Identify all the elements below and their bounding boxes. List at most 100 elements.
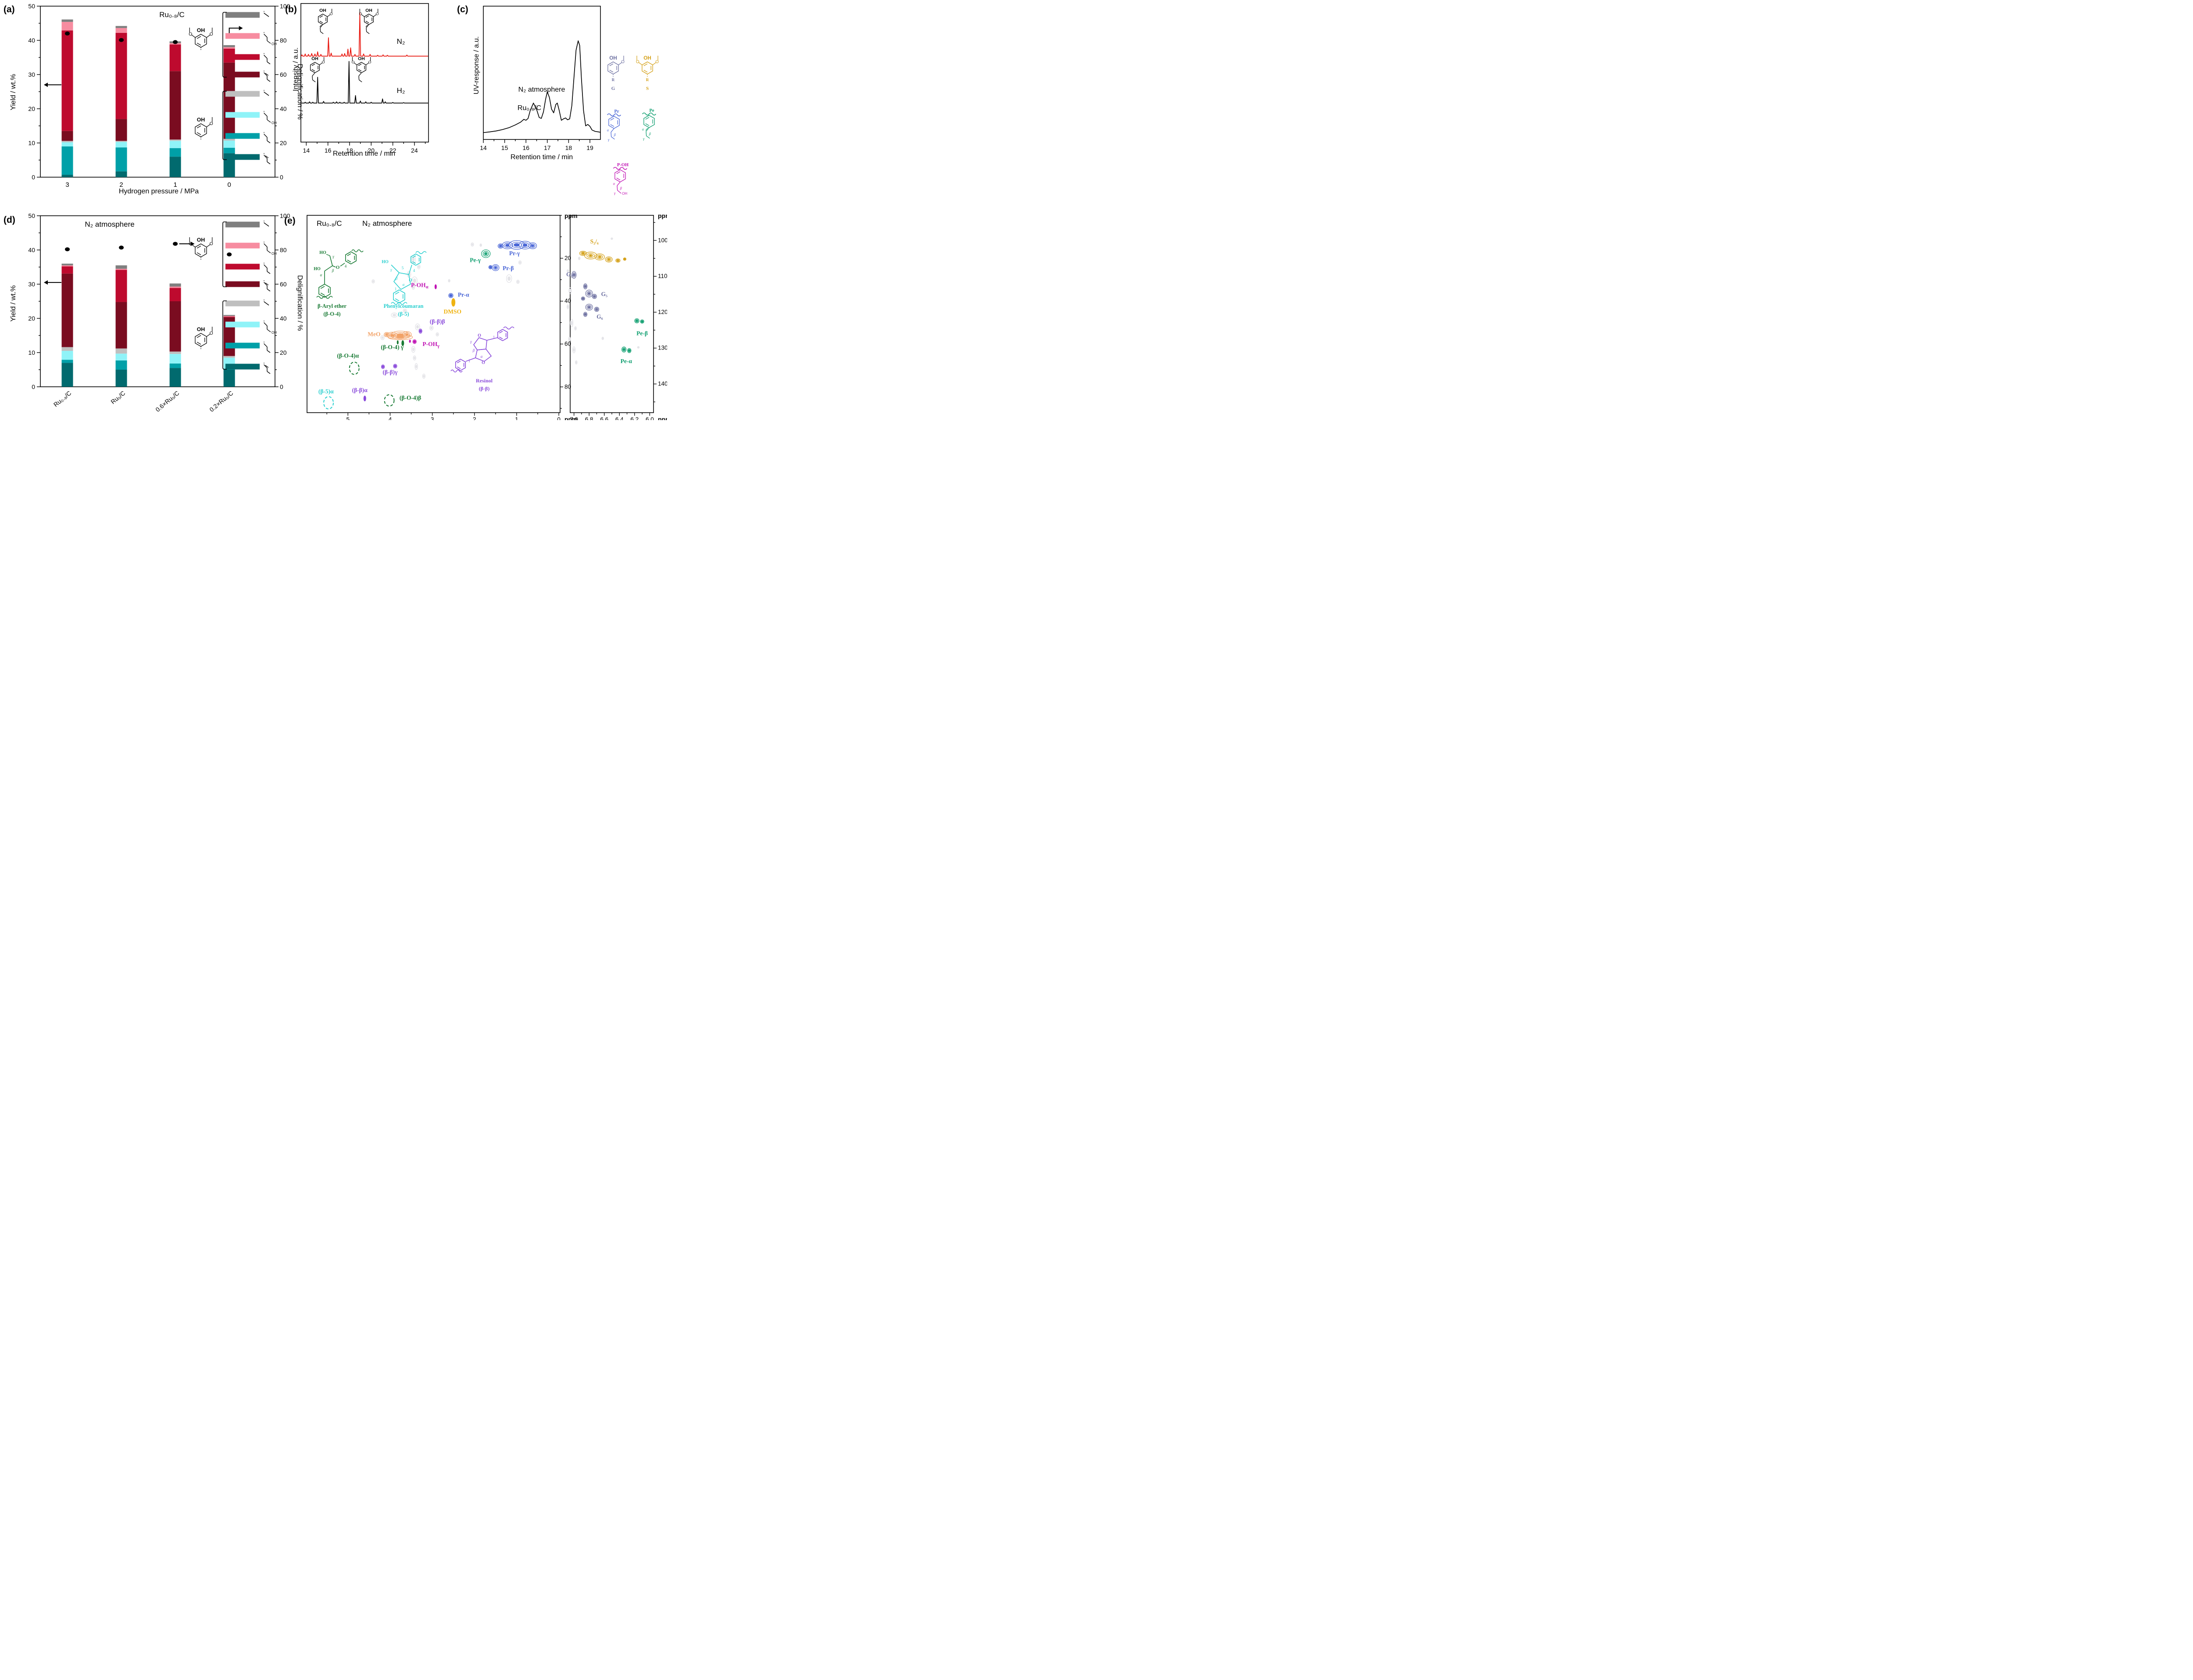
svg-text:O: O <box>376 11 379 16</box>
svg-text:20: 20 <box>280 139 287 146</box>
svg-text:β: β <box>649 132 651 136</box>
svg-text:100: 100 <box>658 237 667 243</box>
svg-text:18: 18 <box>346 147 353 154</box>
side-structure-Pe: Pe α βγ <box>642 108 657 141</box>
svg-text:2: 2 <box>473 416 476 420</box>
bar-segment-G-propenyl <box>115 370 127 387</box>
svg-text:Pe-γ: Pe-γ <box>470 257 481 264</box>
svg-text:100: 100 <box>280 3 290 10</box>
delignification-dot <box>119 38 124 42</box>
bar-segment-G-propanol <box>61 351 73 360</box>
bar-segment-S-propanol <box>223 316 235 317</box>
peak-G₅ <box>581 283 597 301</box>
svg-text:1: 1 <box>515 416 518 420</box>
svg-text:Resinol: Resinol <box>476 378 493 384</box>
svg-text:(β-β): (β-β) <box>479 385 490 392</box>
delignification-dot <box>173 40 178 44</box>
svg-text:6.6: 6.6 <box>600 416 608 420</box>
bar-segment-S-methyl <box>115 26 127 28</box>
svg-text:O: O <box>478 333 481 338</box>
svg-text:19: 19 <box>586 144 593 151</box>
delignification-dots <box>65 26 243 44</box>
svg-text:0: 0 <box>32 174 35 181</box>
svg-text:DMSO: DMSO <box>444 308 462 315</box>
bar-segment-S-propyl <box>61 30 73 131</box>
svg-text:10: 10 <box>28 349 35 356</box>
bar-segment-G-propyl <box>115 147 127 171</box>
svg-text:30: 30 <box>28 71 35 78</box>
bar-segment-S-propanol <box>223 47 235 49</box>
delignification-dot <box>173 242 178 246</box>
svg-text:18: 18 <box>565 144 572 151</box>
bar-segment-G-methyl <box>169 351 181 354</box>
molecule-propyl-guaiacol: OH O <box>310 57 325 82</box>
axes: 14 15 16 17 18 19 <box>480 139 593 151</box>
bar-segment-G-propenyl <box>61 175 73 177</box>
bar-segment-S-methyl <box>223 315 235 316</box>
bar-segment-S-propanol <box>169 286 181 288</box>
svg-text:80: 80 <box>280 246 287 253</box>
legend-molecule-syringol: OH O O <box>189 27 213 50</box>
svg-text:0.2×Ru₅/C: 0.2×Ru₅/C <box>208 389 234 413</box>
legend-swatch-S-methyl <box>225 12 260 18</box>
bar-segment-S-propanol <box>115 268 127 270</box>
svg-text:60: 60 <box>280 71 287 78</box>
svg-text:Pr: Pr <box>614 109 619 114</box>
svg-text:1: 1 <box>395 287 397 291</box>
svg-text:2: 2 <box>119 181 123 189</box>
svg-text:OH: OH <box>197 326 205 332</box>
trace-h2 <box>301 61 428 103</box>
svg-text:60: 60 <box>280 281 287 288</box>
panel-e-letter: (e) <box>284 216 296 226</box>
legend-swatch-S-propyl <box>225 54 260 60</box>
svg-text:4: 4 <box>413 268 415 273</box>
svg-text:MeO: MeO <box>368 331 380 337</box>
svg-text:O: O <box>655 60 659 64</box>
bar-segment-G-propenyl <box>169 368 181 387</box>
svg-text:6.2: 6.2 <box>630 416 639 420</box>
svg-text:ppm: ppm <box>658 212 667 219</box>
legend-swatch-S-propenyl <box>225 71 260 78</box>
svg-text:α: α <box>607 128 609 132</box>
panel-a-xlabel: Hydrogen pressure / MPa <box>118 188 199 195</box>
svg-text:α: α <box>320 273 322 277</box>
bar-segment-G-propanol <box>169 141 181 148</box>
structure-resinol: O Oγβ α 1 1 Resinol(β-β) <box>450 326 514 392</box>
svg-text:β: β <box>332 268 334 273</box>
svg-text:α: α <box>481 354 483 359</box>
bar-segment-G-methyl <box>61 347 73 351</box>
figure-root: (a) Ru₀.₈/C Yield / wt.% Delignification… <box>0 0 667 420</box>
svg-text:5: 5 <box>402 266 404 270</box>
bar-segment-G-methyl <box>61 141 73 143</box>
bar-0.6×Ru₅/C <box>169 283 181 387</box>
panel-d-plot: 0 10 20 30 40 50 0 20 40 60 80 100 Ru₀.₈/C Ru₅/C 0.6×R… <box>28 212 290 413</box>
svg-text:ppm: ppm <box>564 212 578 219</box>
bar-segment-G-propenyl <box>223 370 235 387</box>
side-structure-Pr: Pr α βγ <box>607 109 621 142</box>
svg-text:β: β <box>395 276 398 281</box>
svg-text:40: 40 <box>28 37 35 44</box>
svg-text:Ru₀.₈/C: Ru₀.₈/C <box>52 389 73 408</box>
svg-text:O: O <box>322 60 325 64</box>
svg-text:20: 20 <box>368 147 375 154</box>
bar-segment-S-methyl <box>115 265 127 269</box>
legend-swatch-S-propenyl <box>225 281 260 287</box>
svg-text:40: 40 <box>280 315 287 322</box>
svg-text:O: O <box>189 242 192 246</box>
svg-text:O: O <box>352 60 355 64</box>
axes: 0 10 20 30 40 50 0 20 40 60 80 100 <box>28 3 290 181</box>
svg-text:60: 60 <box>564 340 571 347</box>
bar-segment-G-propyl <box>115 360 127 370</box>
peak-(β-β)γ <box>381 364 397 369</box>
svg-text:OH: OH <box>622 192 627 196</box>
svg-text:O: O <box>409 278 412 283</box>
svg-text:O: O <box>336 265 340 270</box>
svg-text:0: 0 <box>228 181 231 189</box>
svg-text:γ: γ <box>614 191 616 195</box>
svg-text:O: O <box>368 60 371 64</box>
bar-segment-S-propanol <box>61 265 73 267</box>
svg-text:24: 24 <box>411 147 418 154</box>
legend: OH OH OH O O OH O <box>189 11 277 164</box>
bar-segment-G-methyl <box>169 139 181 141</box>
